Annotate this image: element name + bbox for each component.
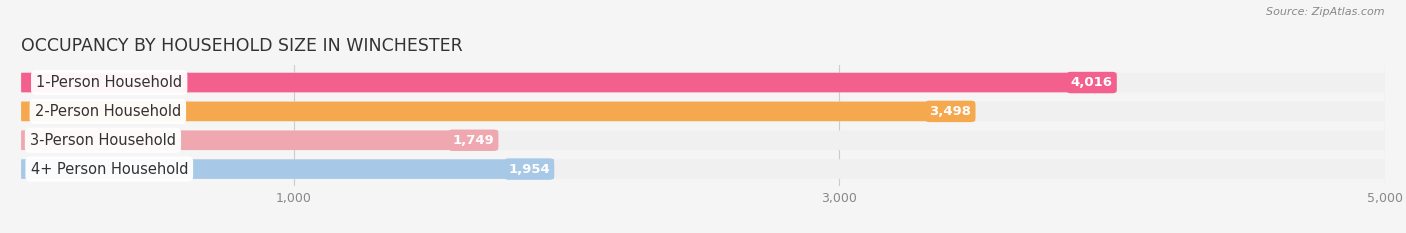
Text: 1,954: 1,954 xyxy=(508,163,550,176)
FancyBboxPatch shape xyxy=(21,73,1116,92)
Text: 4+ Person Household: 4+ Person Household xyxy=(31,162,188,177)
Text: Source: ZipAtlas.com: Source: ZipAtlas.com xyxy=(1267,7,1385,17)
FancyBboxPatch shape xyxy=(21,73,1385,92)
FancyBboxPatch shape xyxy=(21,130,498,150)
FancyBboxPatch shape xyxy=(21,159,554,179)
FancyBboxPatch shape xyxy=(21,102,1385,121)
Text: 3-Person Household: 3-Person Household xyxy=(30,133,176,148)
Text: 1-Person Household: 1-Person Household xyxy=(37,75,183,90)
FancyBboxPatch shape xyxy=(21,130,1385,150)
Text: 1,749: 1,749 xyxy=(453,134,494,147)
Text: 2-Person Household: 2-Person Household xyxy=(35,104,181,119)
Text: OCCUPANCY BY HOUSEHOLD SIZE IN WINCHESTER: OCCUPANCY BY HOUSEHOLD SIZE IN WINCHESTE… xyxy=(21,37,463,55)
FancyBboxPatch shape xyxy=(21,102,976,121)
Text: 3,498: 3,498 xyxy=(929,105,972,118)
FancyBboxPatch shape xyxy=(21,159,1385,179)
Text: 4,016: 4,016 xyxy=(1070,76,1112,89)
